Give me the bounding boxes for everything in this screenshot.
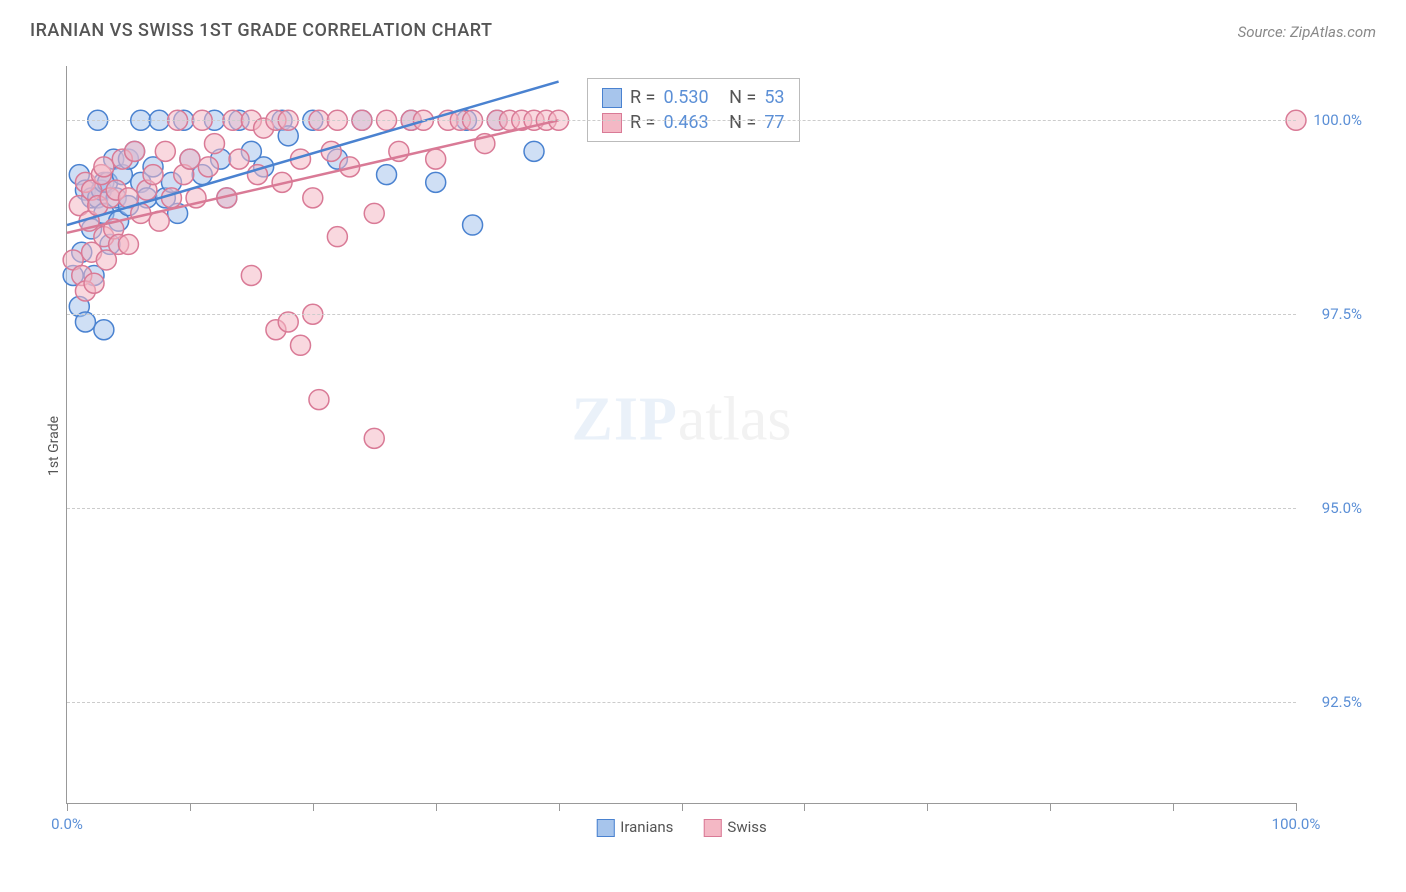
scatter-point [94,157,114,177]
stats-r-label-1: R = [630,112,655,133]
scatter-point [291,335,311,355]
x-tick [559,803,560,811]
gridline-h [67,508,1296,509]
chart-title: IRANIAN VS SWISS 1ST GRADE CORRELATION C… [30,20,492,41]
y-tick-label: 100.0% [1304,111,1362,129]
scatter-point [327,227,347,247]
gridline-h [67,702,1296,703]
scatter-point [463,215,483,235]
gridline-h [67,120,1296,121]
scatter-point [364,203,384,223]
stats-r-value-1: 0.463 [663,112,708,133]
legend-swatch-0 [596,819,614,837]
scatter-point [204,134,224,154]
stats-r-label-0: R = [630,87,655,108]
plot-area: ZIPatlas R = 0.530 N = 53 R = 0.463 N = … [66,66,1296,804]
scatter-point [303,188,323,208]
legend-swatch-1 [703,819,721,837]
scatter-point [241,265,261,285]
x-tick [1296,803,1297,811]
x-tick [682,803,683,811]
scatter-point [309,390,329,410]
scatter-point [198,157,218,177]
scatter-point [84,273,104,293]
chart-source: Source: ZipAtlas.com [1238,23,1376,41]
stats-row-0: R = 0.530 N = 53 [602,85,785,110]
x-tick-label: 100.0% [1272,815,1321,833]
stats-r-value-0: 0.530 [663,87,708,108]
stats-n-label-0: N = [729,87,756,108]
scatter-point [155,141,175,161]
y-tick-label: 95.0% [1304,499,1362,517]
stats-n-value-0: 53 [764,87,784,108]
stats-swatch-0 [602,88,622,108]
x-tick [67,803,68,811]
chart-container: IRANIAN VS SWISS 1ST GRADE CORRELATION C… [20,20,1386,872]
x-tick [313,803,314,811]
legend-label-0: Iranians [620,818,673,836]
scatter-point [321,141,341,161]
legend-item-0: Iranians [596,818,673,837]
stats-n-label-1: N = [729,112,756,133]
x-tick [190,803,191,811]
y-axis-label: 1st Grade [46,416,62,476]
scatter-point [426,172,446,192]
x-tick [1173,803,1174,811]
stats-row-1: R = 0.463 N = 77 [602,110,785,135]
x-tick [1050,803,1051,811]
gridline-h [67,314,1296,315]
y-tick-label: 97.5% [1304,305,1362,323]
correlation-stats-box: R = 0.530 N = 53 R = 0.463 N = 77 [587,78,800,142]
scatter-svg [67,66,1296,803]
scatter-point [94,320,114,340]
legend: Iranians Swiss [596,818,766,837]
y-tick-label: 92.5% [1304,693,1362,711]
legend-item-1: Swiss [703,818,766,837]
x-tick [804,803,805,811]
legend-label-1: Swiss [727,818,766,836]
scatter-point [524,141,544,161]
scatter-point [364,428,384,448]
x-tick [927,803,928,811]
scatter-point [229,149,249,169]
scatter-point [180,149,200,169]
scatter-point [125,141,145,161]
x-tick-label: 0.0% [51,815,83,833]
scatter-point [143,165,163,185]
scatter-point [377,165,397,185]
chart-header: IRANIAN VS SWISS 1ST GRADE CORRELATION C… [20,20,1386,47]
scatter-point [118,234,138,254]
stats-swatch-1 [602,113,622,133]
x-tick [436,803,437,811]
stats-n-value-1: 77 [764,112,784,133]
scatter-point [426,149,446,169]
